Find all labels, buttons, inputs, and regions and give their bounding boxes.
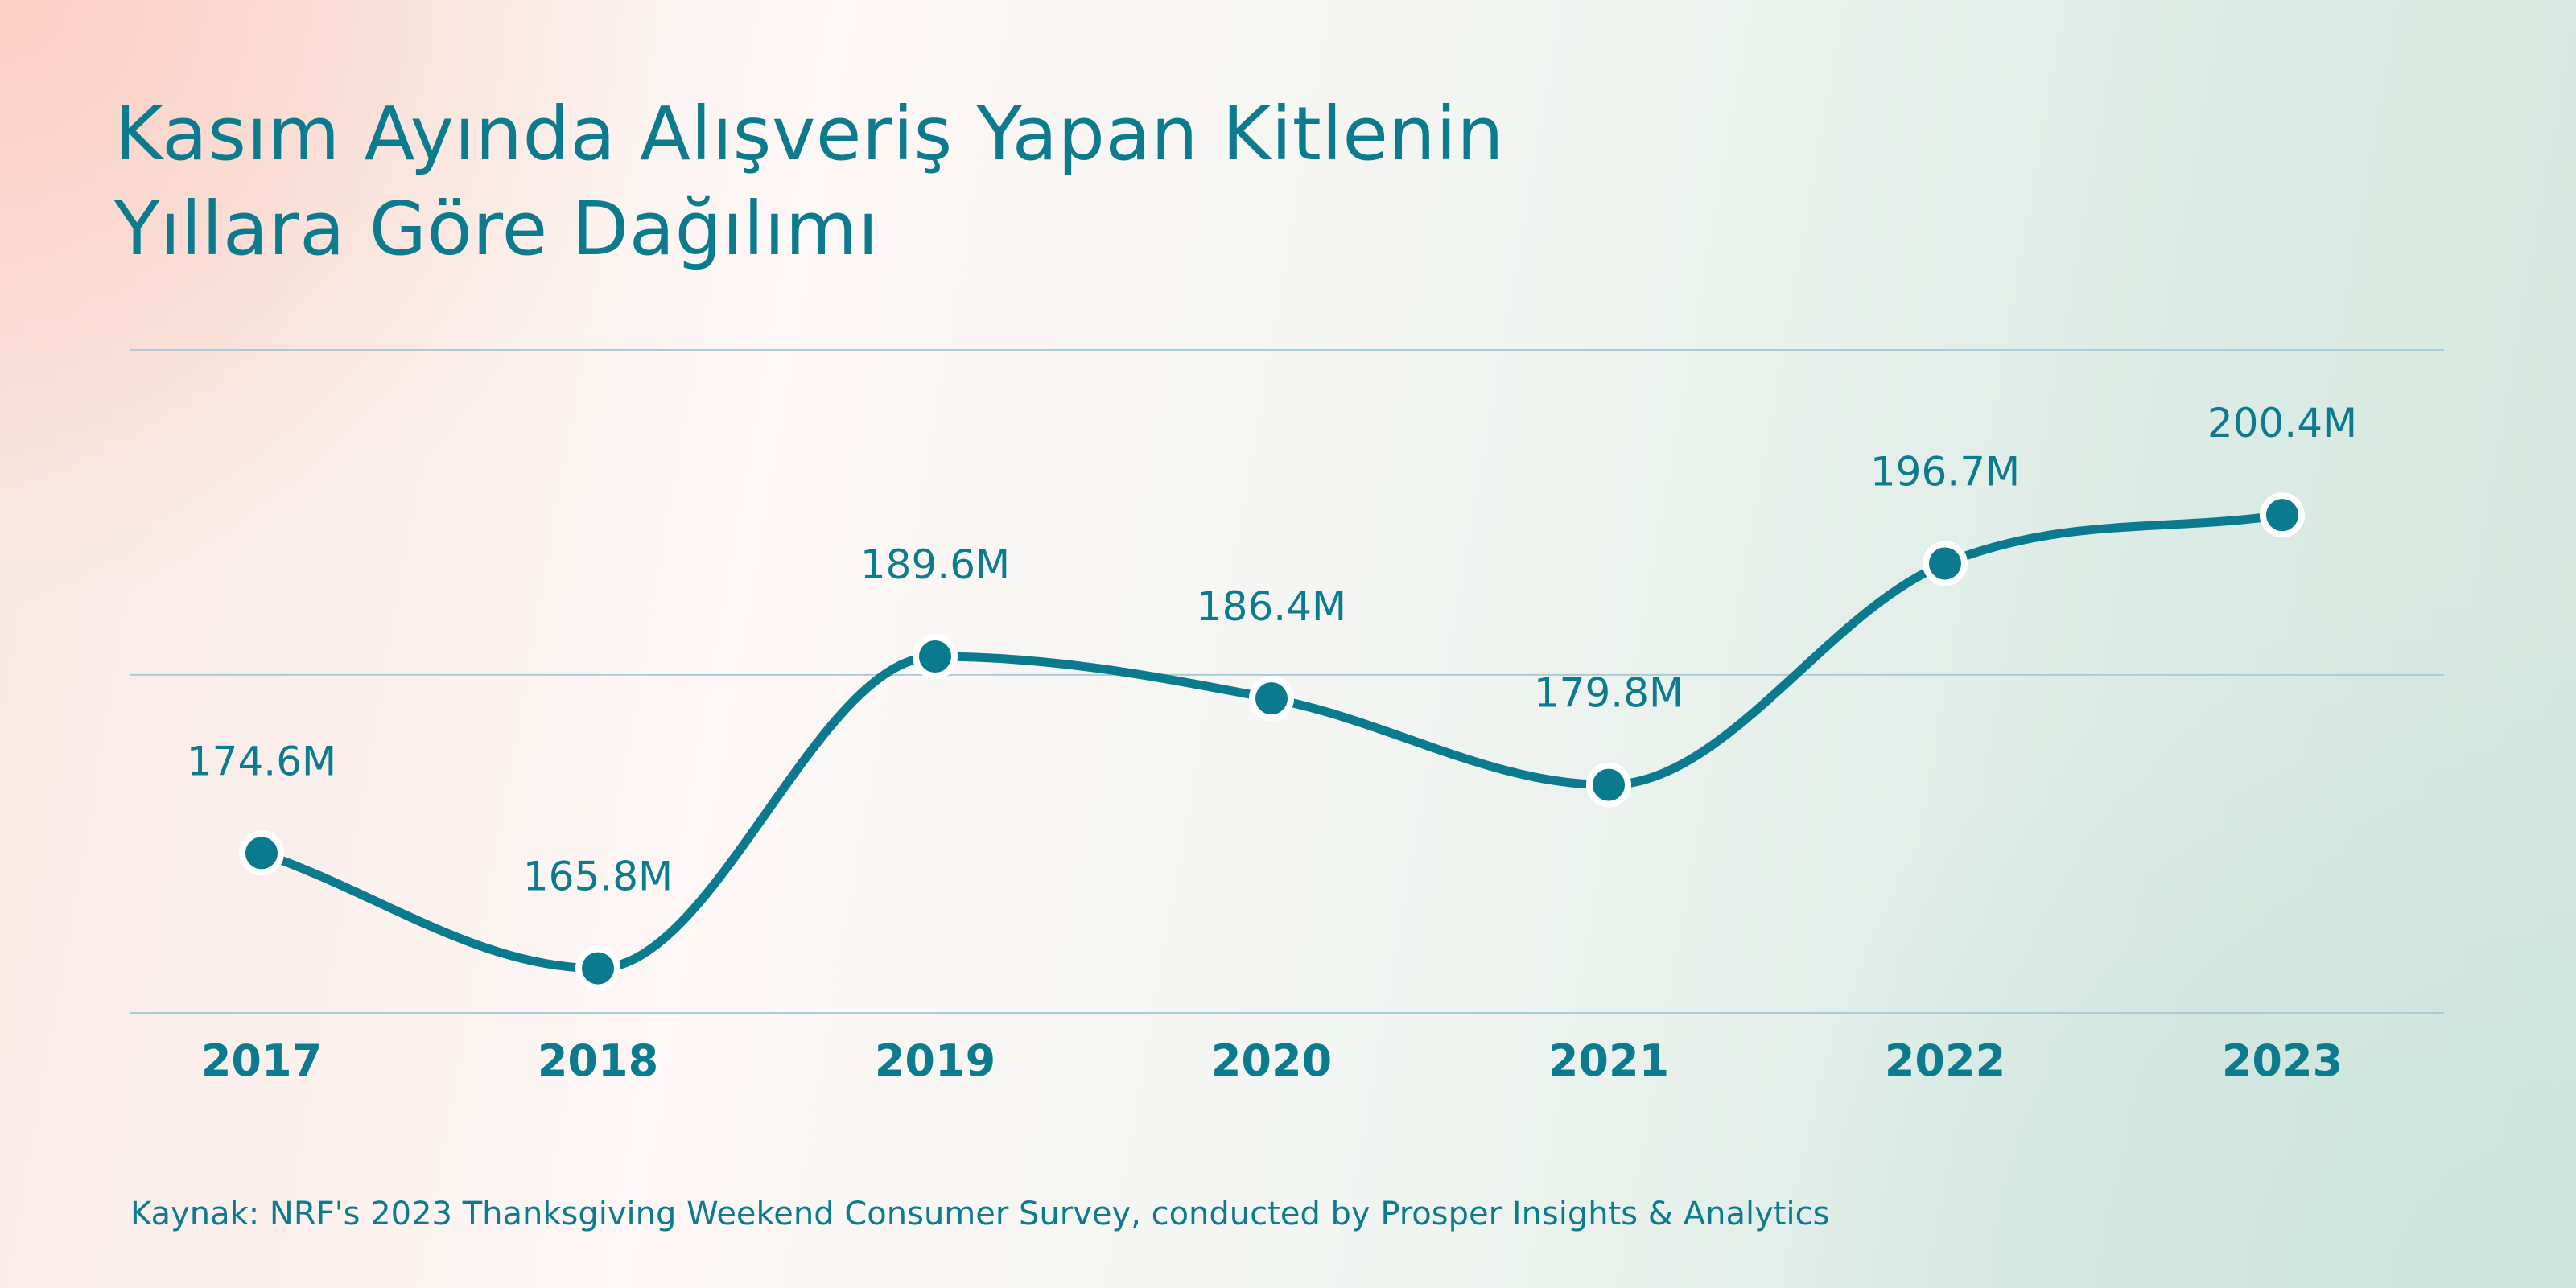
chart-title: Kasım Ayında Alışveriş Yapan Kitlenin Yı… xyxy=(114,87,1504,277)
gridlines xyxy=(130,349,2444,1014)
x-tick-2022: 2022 xyxy=(1885,1035,2005,1086)
data-labels: 174.6M 165.8M 189.6M 186.4M 179.8M 196.7M 200.… xyxy=(187,400,2357,899)
data-label-2020: 186.4M xyxy=(1197,583,1346,630)
x-tick-2018: 2018 xyxy=(538,1035,658,1086)
data-label-2017: 174.6M xyxy=(187,738,336,784)
source-note: Kaynak: NRF's 2023 Thanksgiving Weekend … xyxy=(130,1195,1830,1232)
x-tick-2021: 2021 xyxy=(1548,1035,1669,1086)
data-point-2022 xyxy=(1923,541,1968,586)
x-axis-tick-labels: 2017 2018 2019 2020 2021 2022 2023 xyxy=(201,1035,2343,1086)
x-tick-2017: 2017 xyxy=(201,1035,322,1086)
data-label-2022: 196.7M xyxy=(1870,448,2020,495)
data-point-2021 xyxy=(1586,762,1631,808)
x-tick-2023: 2023 xyxy=(2222,1035,2343,1086)
x-tick-2020: 2020 xyxy=(1211,1035,1332,1086)
chart-title-line-1: Kasım Ayında Alışveriş Yapan Kitlenin xyxy=(114,91,1505,177)
data-point-2017 xyxy=(239,830,284,876)
data-label-2019: 189.6M xyxy=(860,541,1010,588)
series xyxy=(239,492,2305,991)
data-label-2023: 200.4M xyxy=(2207,400,2357,446)
data-point-2019 xyxy=(913,634,958,680)
data-point-2023 xyxy=(2260,492,2305,538)
data-point-2020 xyxy=(1249,676,1294,722)
data-label-2021: 179.8M xyxy=(1534,670,1684,717)
data-point-2018 xyxy=(575,945,620,991)
chart-title-line-2: Yıllara Göre Dağılımı xyxy=(114,186,879,272)
data-label-2018: 165.8M xyxy=(523,854,673,900)
x-tick-2019: 2019 xyxy=(875,1035,995,1086)
